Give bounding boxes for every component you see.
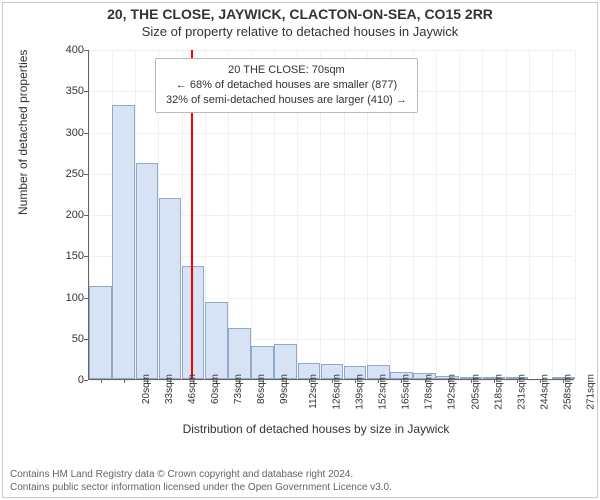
x-tick-mark <box>263 379 264 383</box>
y-tick-label: 150 <box>44 250 84 262</box>
footer: Contains HM Land Registry data © Crown c… <box>10 468 392 494</box>
bar <box>205 302 228 379</box>
annotation-line: 32% of semi-detached houses are larger (… <box>166 93 407 108</box>
y-tick-label: 350 <box>44 85 84 97</box>
x-tick-mark <box>517 379 518 383</box>
x-tick-mark <box>309 379 310 383</box>
bar <box>159 198 182 380</box>
y-axis-label: Number of detached properties <box>16 50 30 215</box>
x-axis-label: Distribution of detached houses by size … <box>58 422 574 436</box>
footer-line: Contains HM Land Registry data © Crown c… <box>10 468 392 481</box>
x-tick-mark <box>425 379 426 383</box>
x-tick-mark <box>563 379 564 383</box>
bar <box>228 328 251 379</box>
page-subtitle: Size of property relative to detached ho… <box>0 24 600 39</box>
annotation-line: ← 68% of detached houses are smaller (87… <box>166 78 407 93</box>
x-tick-mark <box>332 379 333 383</box>
bar <box>89 286 112 379</box>
x-tick-mark <box>378 379 379 383</box>
x-tick-mark <box>170 379 171 383</box>
x-tick-mark <box>494 379 495 383</box>
bar <box>182 266 205 379</box>
annotation-box: 20 THE CLOSE: 70sqm ← 68% of detached ho… <box>155 58 418 113</box>
gridline-v <box>575 50 576 379</box>
bar <box>136 163 159 379</box>
x-tick-mark <box>286 379 287 383</box>
x-tick-mark <box>147 379 148 383</box>
chart-area: Number of detached properties 0501001502… <box>58 50 574 430</box>
annotation-line: 20 THE CLOSE: 70sqm <box>166 63 407 78</box>
x-tick-mark <box>193 379 194 383</box>
page-title: 20, THE CLOSE, JAYWICK, CLACTON-ON-SEA, … <box>0 0 600 22</box>
x-tick-mark <box>239 379 240 383</box>
plot-area: 20sqm33sqm46sqm60sqm73sqm86sqm99sqm112sq… <box>88 50 574 380</box>
x-tick-mark <box>101 379 102 383</box>
y-tick-label: 300 <box>44 127 84 139</box>
y-tick-label: 400 <box>44 44 84 56</box>
y-tick-label: 50 <box>44 333 84 345</box>
x-tick-mark <box>401 379 402 383</box>
footer-line: Contains public sector information licen… <box>10 481 392 494</box>
chart-container: 20, THE CLOSE, JAYWICK, CLACTON-ON-SEA, … <box>0 0 600 500</box>
x-tick-mark <box>471 379 472 383</box>
y-tick-label: 0 <box>44 374 84 386</box>
bar <box>112 105 135 379</box>
y-tick-label: 200 <box>44 209 84 221</box>
y-tick-mark <box>84 380 88 381</box>
x-tick-label: 271sqm <box>586 374 597 410</box>
x-tick-mark <box>124 379 125 383</box>
x-tick-mark <box>216 379 217 383</box>
y-tick-label: 250 <box>44 168 84 180</box>
x-tick-mark <box>540 379 541 383</box>
y-tick-label: 100 <box>44 292 84 304</box>
x-tick-mark <box>355 379 356 383</box>
x-tick-mark <box>448 379 449 383</box>
